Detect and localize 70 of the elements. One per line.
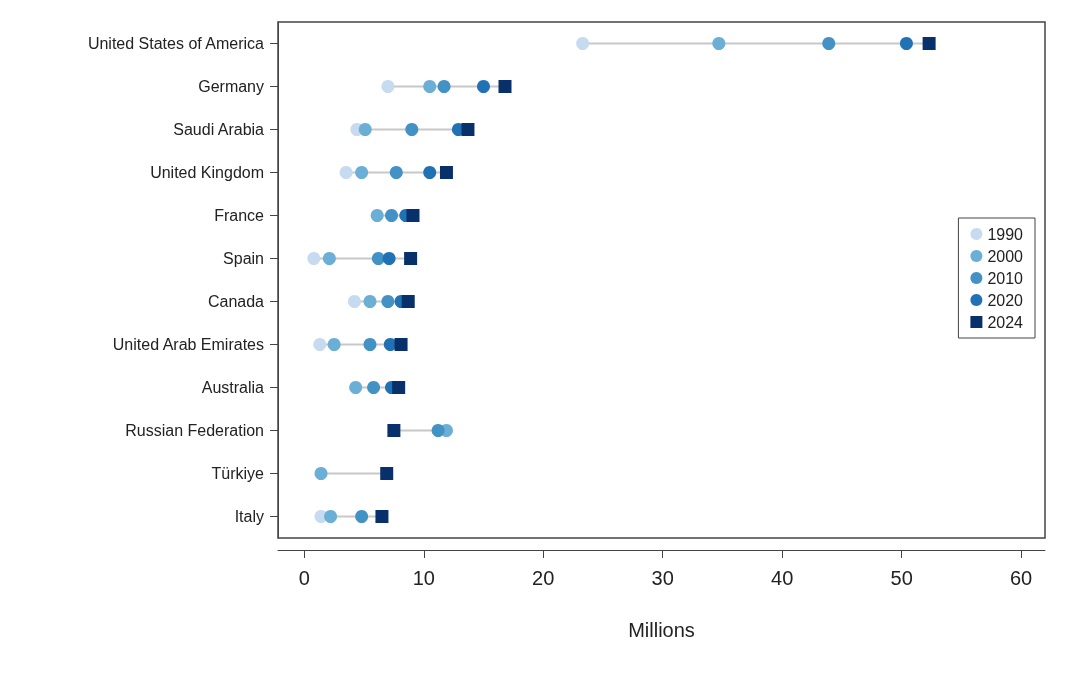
x-tick-label: 60 bbox=[1009, 567, 1033, 589]
point bbox=[439, 166, 453, 179]
point bbox=[922, 37, 936, 50]
y-tick-label: United Kingdom bbox=[150, 164, 264, 181]
y-tick-label: France bbox=[214, 207, 265, 224]
point bbox=[363, 295, 377, 308]
point bbox=[314, 467, 328, 480]
point bbox=[375, 510, 389, 523]
point bbox=[307, 252, 321, 265]
point bbox=[423, 80, 437, 93]
point bbox=[394, 338, 408, 351]
point bbox=[382, 252, 396, 265]
x-tick-label: 0 bbox=[298, 567, 310, 589]
point bbox=[313, 338, 327, 351]
legend-label: 2024 bbox=[987, 313, 1024, 331]
point bbox=[405, 123, 419, 136]
point bbox=[370, 209, 384, 222]
x-tick-label: 50 bbox=[890, 567, 913, 589]
x-axis-title: Millions bbox=[628, 619, 695, 641]
y-tick-label: Italy bbox=[234, 508, 264, 525]
point bbox=[322, 252, 336, 265]
point bbox=[401, 295, 415, 308]
point bbox=[358, 123, 372, 136]
point bbox=[327, 338, 341, 351]
point bbox=[385, 209, 398, 222]
point bbox=[423, 166, 437, 179]
legend-label: 2000 bbox=[987, 247, 1024, 265]
point bbox=[406, 209, 420, 222]
x-tick-label: 40 bbox=[771, 567, 794, 589]
y-tick-label: Spain bbox=[223, 250, 264, 267]
point bbox=[324, 510, 338, 523]
point bbox=[380, 467, 394, 480]
point bbox=[389, 166, 403, 179]
x-tick-label: 20 bbox=[532, 567, 555, 589]
point bbox=[461, 123, 475, 136]
x-tick-label: 10 bbox=[412, 567, 435, 589]
y-tick-label: United States of America bbox=[87, 35, 265, 52]
point bbox=[404, 252, 418, 265]
legend-label: 2020 bbox=[987, 291, 1024, 309]
point bbox=[383, 338, 397, 351]
point bbox=[498, 80, 512, 93]
y-tick-label: Türkiye bbox=[211, 465, 265, 482]
point bbox=[477, 80, 490, 93]
y-tick-label: Germany bbox=[198, 78, 264, 95]
point bbox=[363, 338, 377, 351]
point bbox=[576, 37, 590, 50]
x-tick-label: 30 bbox=[651, 567, 674, 589]
point bbox=[387, 424, 401, 437]
point bbox=[392, 381, 406, 394]
point bbox=[381, 295, 395, 308]
point bbox=[339, 166, 353, 179]
y-tick-label: Russian Federation bbox=[125, 422, 264, 439]
point bbox=[381, 80, 395, 93]
point bbox=[899, 37, 913, 50]
y-tick-label: Saudi Arabia bbox=[173, 121, 265, 138]
y-tick-label: United Arab Emirates bbox=[112, 336, 264, 353]
point bbox=[437, 80, 451, 93]
point bbox=[712, 37, 726, 50]
y-tick-label: Canada bbox=[207, 293, 265, 310]
point bbox=[355, 166, 369, 179]
y-tick-label: Australia bbox=[201, 379, 265, 396]
point bbox=[431, 424, 445, 437]
point bbox=[371, 252, 385, 265]
point bbox=[367, 381, 381, 394]
legend-label: 2010 bbox=[987, 269, 1024, 287]
point bbox=[355, 510, 369, 523]
point bbox=[822, 37, 836, 50]
legend-label: 1990 bbox=[987, 225, 1024, 243]
point bbox=[347, 295, 361, 308]
point bbox=[349, 381, 363, 394]
